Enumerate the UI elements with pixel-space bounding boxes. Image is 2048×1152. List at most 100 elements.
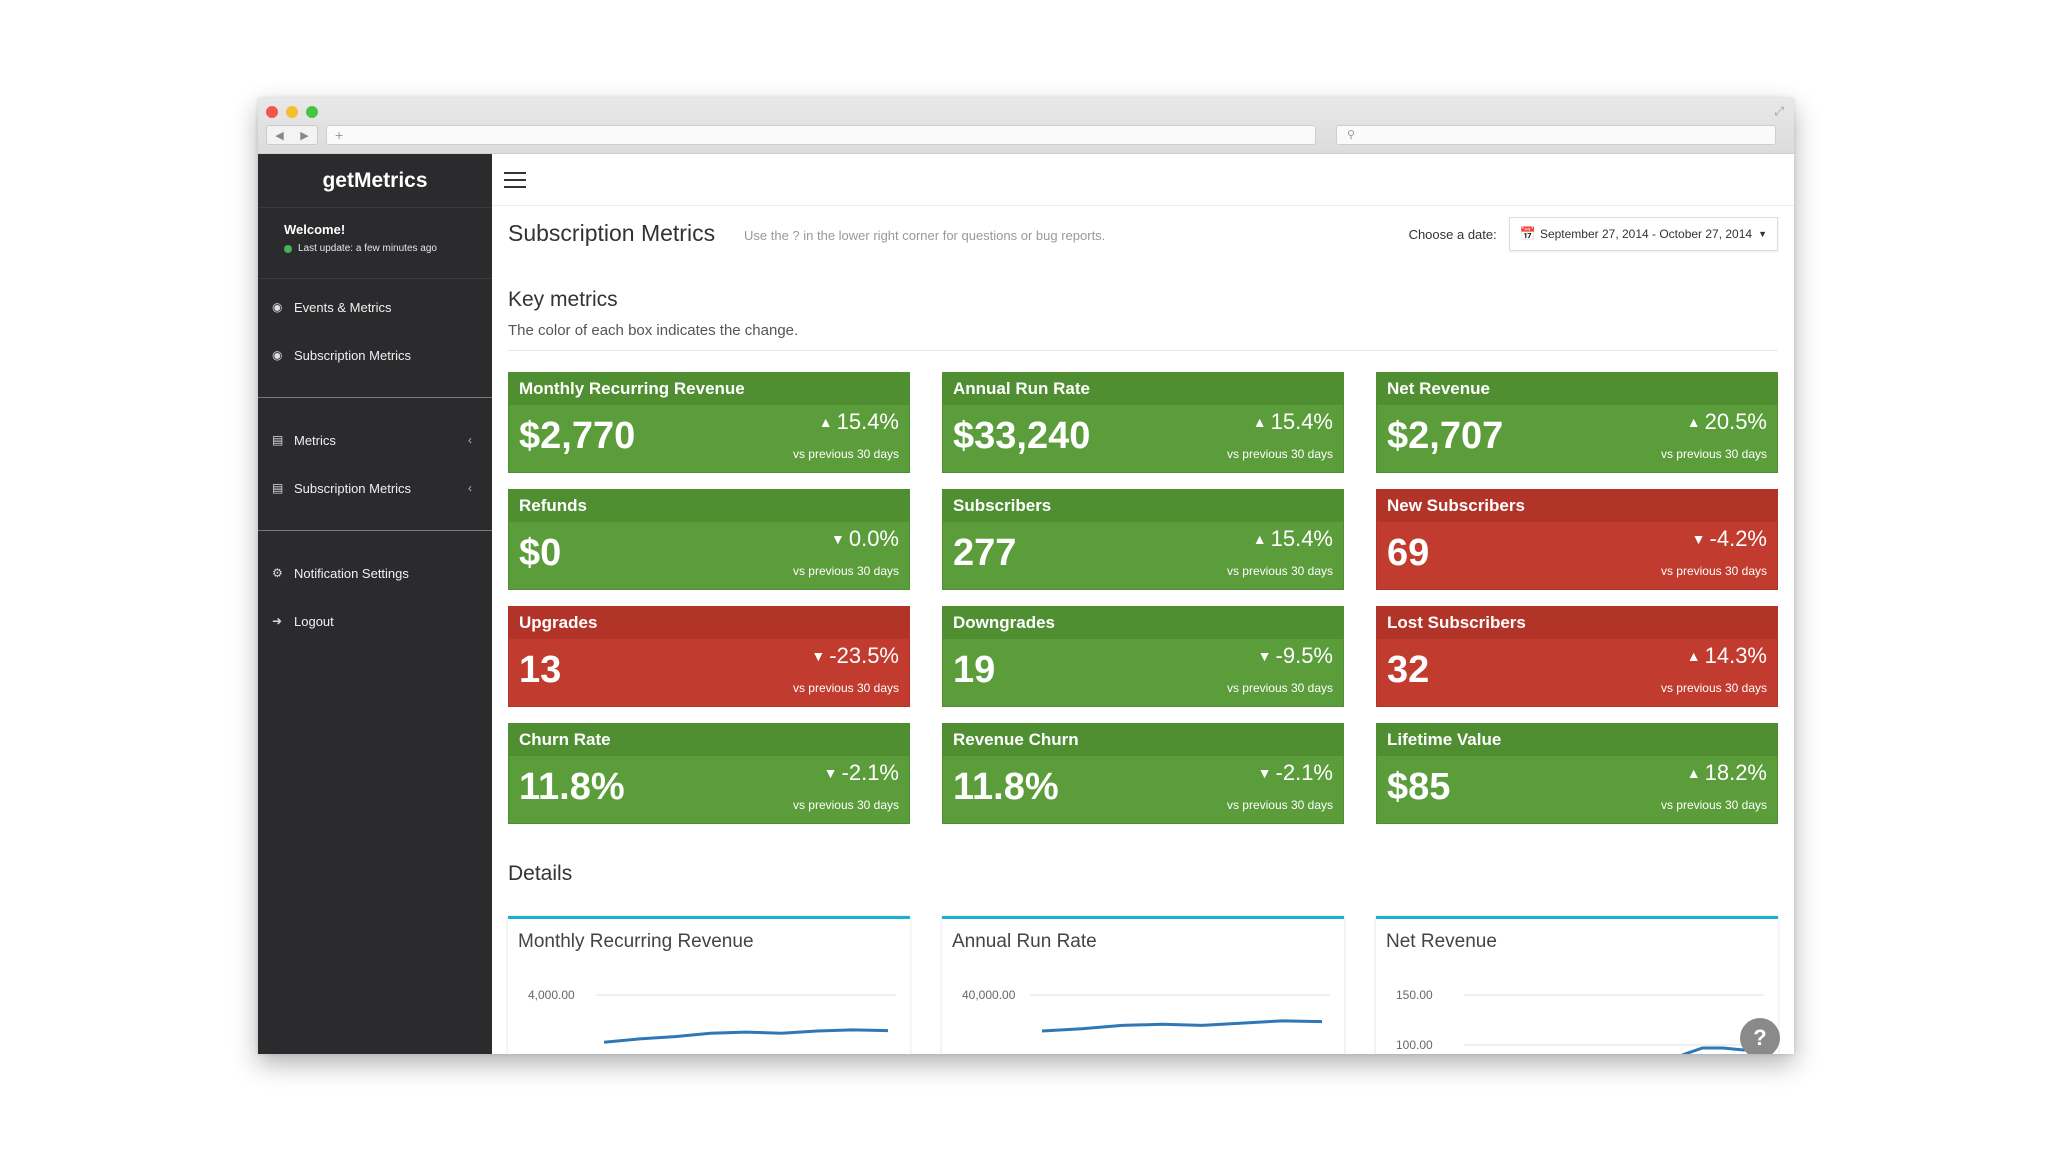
last-update: Last update: a few minutes ago xyxy=(284,243,492,254)
metric-card[interactable]: Subscribers 277 ▲ 15.4% vs previous 30 days xyxy=(942,489,1344,590)
metric-card-change: ▼ -23.5% xyxy=(811,643,899,669)
metric-card[interactable]: Upgrades 13 ▼ -23.5% vs previous 30 days xyxy=(508,606,910,707)
hamburger-menu-icon[interactable] xyxy=(504,172,526,193)
metric-card-change-value: -2.1% xyxy=(1275,760,1333,785)
metric-card-change-value: 18.2% xyxy=(1704,760,1767,785)
detail-chart-card: Net Revenue 150.00 100.00 xyxy=(1376,916,1778,1054)
details-title: Details xyxy=(508,862,573,885)
forward-arrow-icon[interactable]: ▶ xyxy=(300,129,309,142)
detail-chart-card: Monthly Recurring Revenue 4,000.00 xyxy=(508,916,910,1054)
date-range-picker[interactable]: 📅 September 27, 2014 - October 27, 2014 … xyxy=(1508,217,1778,251)
bar-chart-icon: ▤ xyxy=(272,433,284,447)
sidebar-item-events-metrics[interactable]: ◉ Events & Metrics xyxy=(258,283,492,331)
maximize-window-button[interactable] xyxy=(306,106,318,118)
sidebar-item-metrics[interactable]: ▤ Metrics ‹ xyxy=(258,416,492,464)
triangle-down-icon: ▼ xyxy=(1257,648,1272,664)
metric-card-change: ▲ 15.4% xyxy=(1253,409,1333,435)
metric-card-comparison: vs previous 30 days xyxy=(1660,564,1767,578)
y-tick-label: 100.00 xyxy=(1396,1038,1433,1052)
metric-card-value: $33,240 xyxy=(953,415,1091,457)
metric-card-label: Downgrades xyxy=(943,607,1343,639)
metric-card-label: New Subscribers xyxy=(1377,490,1777,522)
metric-card[interactable]: Lost Subscribers 32 ▲ 14.3% vs previous 30 d… xyxy=(1376,606,1778,707)
metric-card-label: Annual Run Rate xyxy=(943,373,1343,405)
sidebar-item-logout[interactable]: ➜ Logout xyxy=(258,597,492,645)
sidebar-item-label: Metrics xyxy=(294,432,336,448)
metric-card-value: 19 xyxy=(953,649,996,691)
app-brand[interactable]: getMetrics xyxy=(258,154,492,208)
fullscreen-icon[interactable]: ⤢ xyxy=(1774,104,1784,118)
detail-line-chart: 150.00 100.00 xyxy=(1396,988,1765,1054)
metric-card[interactable]: Refunds $0 ▼ 0.0% vs previous 30 days xyxy=(508,489,910,590)
metric-card-label: Lifetime Value xyxy=(1377,724,1777,756)
metric-card-change-value: 15.4% xyxy=(1270,526,1333,551)
sidebar-item-label: Subscription Metrics xyxy=(294,480,412,496)
metric-card[interactable]: Churn Rate 11.8% ▼ -2.1% vs previous 30 days xyxy=(508,723,910,824)
dashboard-icon: ◉ xyxy=(272,348,283,362)
metric-card-value: 277 xyxy=(953,532,1017,574)
section-divider xyxy=(508,350,1778,351)
metric-card-change-value: 15.4% xyxy=(1270,409,1333,434)
detail-line-chart: 40,000.00 xyxy=(962,988,1330,1033)
metric-card[interactable]: Net Revenue $2,707 ▲ 20.5% vs previous 30 da… xyxy=(1376,372,1778,473)
browser-search-bar[interactable]: ⚲ xyxy=(1336,125,1776,145)
chevron-left-icon: ‹ xyxy=(468,433,472,447)
metric-card-change: ▲ 15.4% xyxy=(1253,526,1333,552)
minimize-window-button[interactable] xyxy=(286,106,298,118)
metric-card-value: 11.8% xyxy=(953,766,1059,808)
triangle-up-icon: ▲ xyxy=(1686,414,1701,430)
new-tab-plus-icon[interactable]: + xyxy=(335,127,344,143)
metric-card-value: 32 xyxy=(1387,649,1430,691)
metric-card-label: Monthly Recurring Revenue xyxy=(509,373,909,405)
detail-chart-card: Annual Run Rate 40,000.00 xyxy=(942,916,1344,1054)
metric-card[interactable]: Revenue Churn 11.8% ▼ -2.1% vs previous 30 d… xyxy=(942,723,1344,824)
metric-card[interactable]: New Subscribers 69 ▼ -4.2% vs previous 30 da… xyxy=(1376,489,1778,590)
online-status-dot-icon xyxy=(284,244,292,253)
metric-card-change-value: 20.5% xyxy=(1704,409,1767,434)
metric-card[interactable]: Lifetime Value $85 ▲ 18.2% vs previous 30 da… xyxy=(1376,723,1778,824)
metric-card-label: Refunds xyxy=(509,490,909,522)
metric-card-change: ▲ 20.5% xyxy=(1687,409,1767,435)
metric-card-comparison: vs previous 30 days xyxy=(792,798,899,812)
metric-card-change-value: 0.0% xyxy=(848,526,899,551)
sidebar: getMetrics Welcome! Last update: a few m… xyxy=(258,154,492,1054)
close-window-button[interactable] xyxy=(266,106,278,118)
page-hint: Use the ? in the lower right corner for … xyxy=(744,228,1106,243)
metric-card[interactable]: Annual Run Rate $33,240 ▲ 15.4% vs previous … xyxy=(942,372,1344,473)
metric-card-change: ▲ 14.3% xyxy=(1687,643,1767,669)
sidebar-item-label: Subscription Metrics xyxy=(294,347,412,363)
triangle-up-icon: ▲ xyxy=(1686,648,1701,664)
metric-card[interactable]: Monthly Recurring Revenue $2,770 ▲ 15.4% vs … xyxy=(508,372,910,473)
metric-card[interactable]: Downgrades 19 ▼ -9.5% vs previous 30 days xyxy=(942,606,1344,707)
metric-card-value: 11.8% xyxy=(519,766,625,808)
sidebar-item-notification-settings[interactable]: ⚙ Notification Settings xyxy=(258,549,492,597)
metric-card-comparison: vs previous 30 days xyxy=(1226,681,1333,695)
address-bar[interactable]: + xyxy=(326,125,1316,145)
metric-card-value: $2,707 xyxy=(1387,415,1504,457)
metric-card-change: ▲ 18.2% xyxy=(1687,760,1767,786)
key-metrics-title: Key metrics xyxy=(508,288,618,311)
page-header: Subscription Metrics Use the ? in the lo… xyxy=(508,216,1778,260)
y-tick-label: 40,000.00 xyxy=(962,988,1016,1002)
metric-card-change-value: -4.2% xyxy=(1709,526,1767,551)
metric-card-change: ▲ 15.4% xyxy=(819,409,899,435)
dashboard-icon: ◉ xyxy=(272,300,283,314)
triangle-down-icon: ▼ xyxy=(823,765,838,781)
metric-card-value: $0 xyxy=(519,532,562,574)
metric-card-label: Upgrades xyxy=(509,607,909,639)
metric-card-change: ▼ -2.1% xyxy=(1258,760,1333,786)
metric-card-comparison: vs previous 30 days xyxy=(1226,447,1333,461)
search-icon: ⚲ xyxy=(1347,129,1356,141)
welcome-panel: Welcome! Last update: a few minutes ago xyxy=(258,208,492,278)
back-arrow-icon[interactable]: ◀ xyxy=(275,129,284,142)
key-metrics-subtitle: The color of each box indicates the chan… xyxy=(508,322,799,339)
triangle-up-icon: ▲ xyxy=(818,414,833,430)
metric-card-comparison: vs previous 30 days xyxy=(1660,447,1767,461)
sidebar-item-subscription-metrics[interactable]: ◉ Subscription Metrics xyxy=(258,331,492,379)
sidebar-item-subscription-metrics-menu[interactable]: ▤ Subscription Metrics ‹ xyxy=(258,464,492,512)
help-button[interactable]: ? xyxy=(1740,1018,1780,1054)
triangle-down-icon: ▼ xyxy=(811,648,826,664)
metric-card-change: ▼ -4.2% xyxy=(1692,526,1767,552)
welcome-text: Welcome! xyxy=(284,222,346,237)
